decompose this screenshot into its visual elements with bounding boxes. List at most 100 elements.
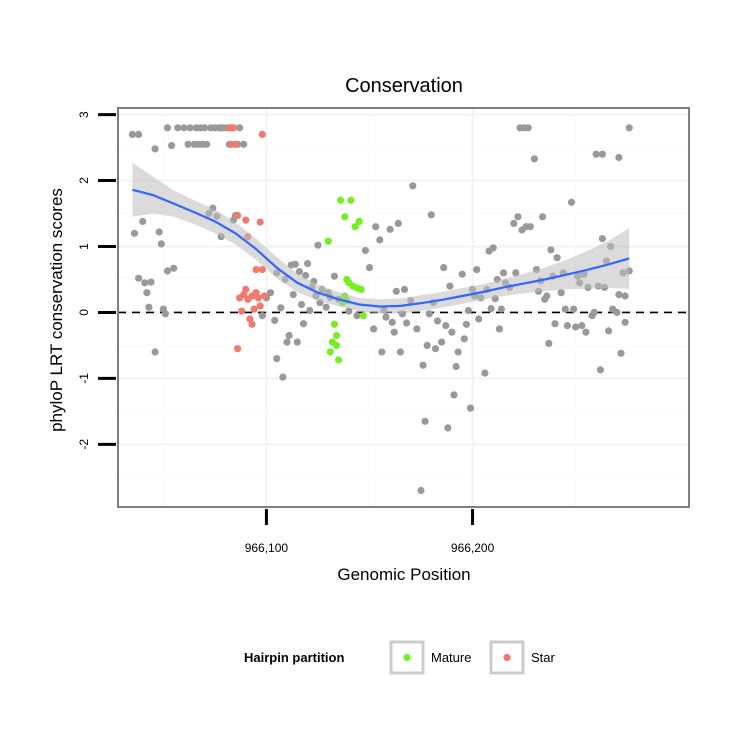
data-point-unlabeled [524, 124, 532, 132]
data-point-unlabeled [572, 323, 580, 331]
data-point-unlabeled [151, 348, 159, 356]
data-point-unlabeled [427, 211, 435, 219]
data-point-unlabeled [145, 303, 153, 311]
data-point-unlabeled [545, 339, 553, 347]
data-point-unlabeled [543, 292, 551, 300]
data-point-unlabeled [551, 320, 559, 328]
data-point-unlabeled [314, 241, 322, 249]
data-point-unlabeled [514, 213, 522, 221]
data-point-unlabeled [161, 310, 169, 318]
data-point-unlabeled [382, 313, 390, 321]
data-point-unlabeled [322, 303, 330, 311]
data-point-unlabeled [466, 404, 475, 412]
data-point-unlabeled [547, 246, 555, 254]
data-point-unlabeled [299, 320, 308, 328]
data-point-unlabeled [421, 417, 429, 425]
data-point-mature [330, 320, 338, 328]
data-point-unlabeled [266, 289, 275, 297]
data-point-mature [326, 348, 334, 356]
data-point-unlabeled [413, 325, 421, 333]
data-point-unlabeled [376, 236, 384, 244]
data-point-star [248, 320, 256, 328]
data-point-unlabeled [539, 213, 547, 221]
data-point-star [256, 218, 264, 226]
data-point-unlabeled [419, 361, 427, 369]
data-point-unlabeled [289, 291, 297, 299]
data-point-mature [355, 217, 363, 225]
y-axis-title: phyloP LRT conservation scores [47, 188, 66, 432]
data-point-unlabeled [617, 349, 625, 357]
data-point-unlabeled [489, 244, 497, 252]
data-point-star [258, 266, 266, 274]
legend-marker-star [503, 653, 511, 662]
data-point-unlabeled [273, 355, 281, 363]
data-point-unlabeled [592, 150, 600, 158]
smooth-trend-line [132, 188, 630, 308]
data-point-unlabeled [621, 318, 629, 326]
data-point-unlabeled [147, 278, 155, 286]
data-point-unlabeled [464, 306, 472, 315]
data-point-unlabeled [460, 335, 468, 343]
data-point-star [256, 302, 264, 310]
data-point-unlabeled [279, 373, 287, 381]
data-point-unlabeled [184, 140, 192, 148]
data-point-mature [332, 341, 341, 349]
data-point-unlabeled [510, 219, 518, 227]
data-point-unlabeled [454, 348, 462, 356]
data-point-unlabeled [590, 308, 598, 316]
data-point-unlabeled [553, 254, 561, 262]
data-point-unlabeled [295, 268, 303, 276]
data-point-star [250, 305, 258, 313]
data-point-unlabeled [423, 341, 431, 349]
legend-key-star [489, 640, 525, 675]
data-point-unlabeled [285, 331, 293, 340]
data-point-unlabeled [621, 292, 629, 300]
data-point-unlabeled [440, 264, 448, 272]
data-point-unlabeled [283, 338, 291, 346]
data-point-unlabeled [345, 307, 353, 315]
data-point-unlabeled [438, 338, 446, 346]
data-point-unlabeled [390, 328, 398, 336]
x-tick-label: 966,200 [451, 541, 495, 555]
data-point-mature [357, 285, 365, 293]
data-point-unlabeled [499, 269, 508, 277]
y-tick-label: 0 [77, 309, 91, 316]
data-point-star [260, 292, 268, 300]
data-point-mature [341, 213, 349, 221]
data-point-unlabeled [163, 124, 172, 132]
data-point-star [242, 216, 250, 224]
data-point-unlabeled [458, 270, 466, 278]
data-point-unlabeled [596, 366, 605, 374]
data-point-unlabeled [582, 328, 590, 336]
data-point-unlabeled [394, 219, 402, 227]
data-point-unlabeled [135, 274, 143, 282]
legend-marker-mature [403, 653, 411, 662]
data-point-mature [359, 312, 367, 320]
data-point-unlabeled [365, 264, 374, 272]
data-point-unlabeled [444, 424, 452, 432]
data-point-unlabeled [378, 348, 386, 356]
data-point-unlabeled [598, 150, 607, 158]
data-point-unlabeled [151, 145, 159, 153]
data-point-unlabeled [450, 391, 458, 399]
data-point-unlabeled [297, 300, 306, 309]
data-point-unlabeled [277, 304, 285, 312]
data-point-unlabeled [567, 198, 576, 206]
data-point-star [231, 140, 240, 148]
data-point-unlabeled [475, 315, 483, 323]
data-point-unlabeled [462, 320, 470, 328]
data-point-unlabeled [497, 305, 505, 313]
data-point-unlabeled [400, 285, 409, 293]
data-point-star [254, 294, 262, 302]
data-point-star [234, 345, 242, 353]
data-point-unlabeled [163, 267, 172, 275]
data-point-unlabeled [433, 317, 442, 325]
y-tick-label: 1 [77, 243, 91, 250]
data-point-unlabeled [561, 305, 569, 313]
data-point-unlabeled [386, 225, 394, 233]
x-axis-title: Genomic Position [337, 565, 470, 584]
data-point-unlabeled [417, 486, 425, 495]
data-point-unlabeled [186, 124, 194, 132]
data-point-unlabeled [128, 130, 136, 138]
data-point-unlabeled [425, 310, 433, 318]
